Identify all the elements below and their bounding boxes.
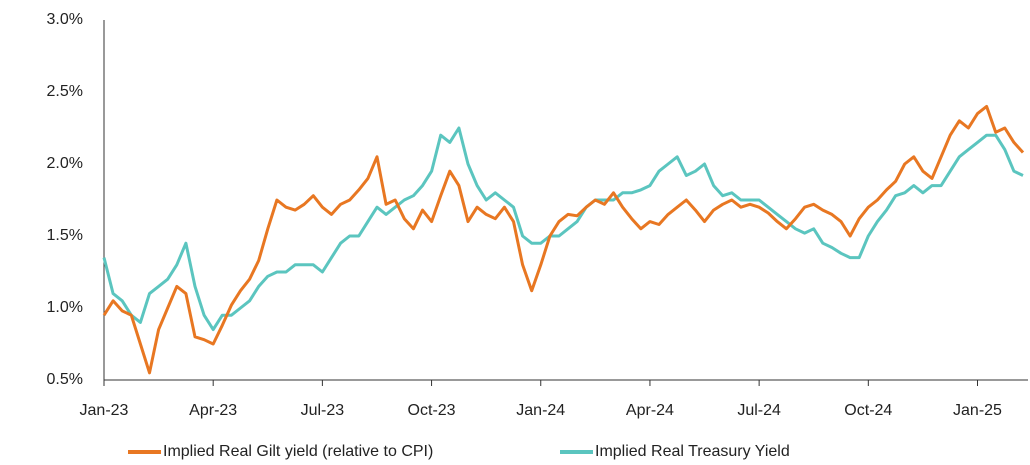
x-tick-label: Oct-24	[844, 402, 892, 419]
x-tick-label: Jan-23	[80, 402, 129, 419]
y-tick-label: 3.0%	[47, 11, 83, 28]
x-tick-label: Jan-25	[953, 402, 1002, 419]
y-tick-label: 2.5%	[47, 83, 83, 100]
x-tick-label: Apr-23	[189, 402, 237, 419]
x-tick-label: Jan-24	[516, 402, 565, 419]
x-tick-label: Oct-23	[408, 402, 456, 419]
legend-label: Implied Real Gilt yield (relative to CPI…	[163, 443, 433, 460]
y-tick-label: 2.0%	[47, 155, 83, 172]
y-tick-label: 1.5%	[47, 227, 83, 244]
y-tick-label: 1.0%	[47, 299, 83, 316]
x-tick-label: Jul-23	[301, 402, 345, 419]
x-tick-label: Jul-24	[737, 402, 781, 419]
series-line	[102, 104, 1025, 375]
y-tick-label: 0.5%	[47, 371, 83, 388]
legend-label: Implied Real Treasury Yield	[595, 443, 790, 460]
series-line	[102, 126, 1024, 332]
x-tick-label: Apr-24	[626, 402, 674, 419]
